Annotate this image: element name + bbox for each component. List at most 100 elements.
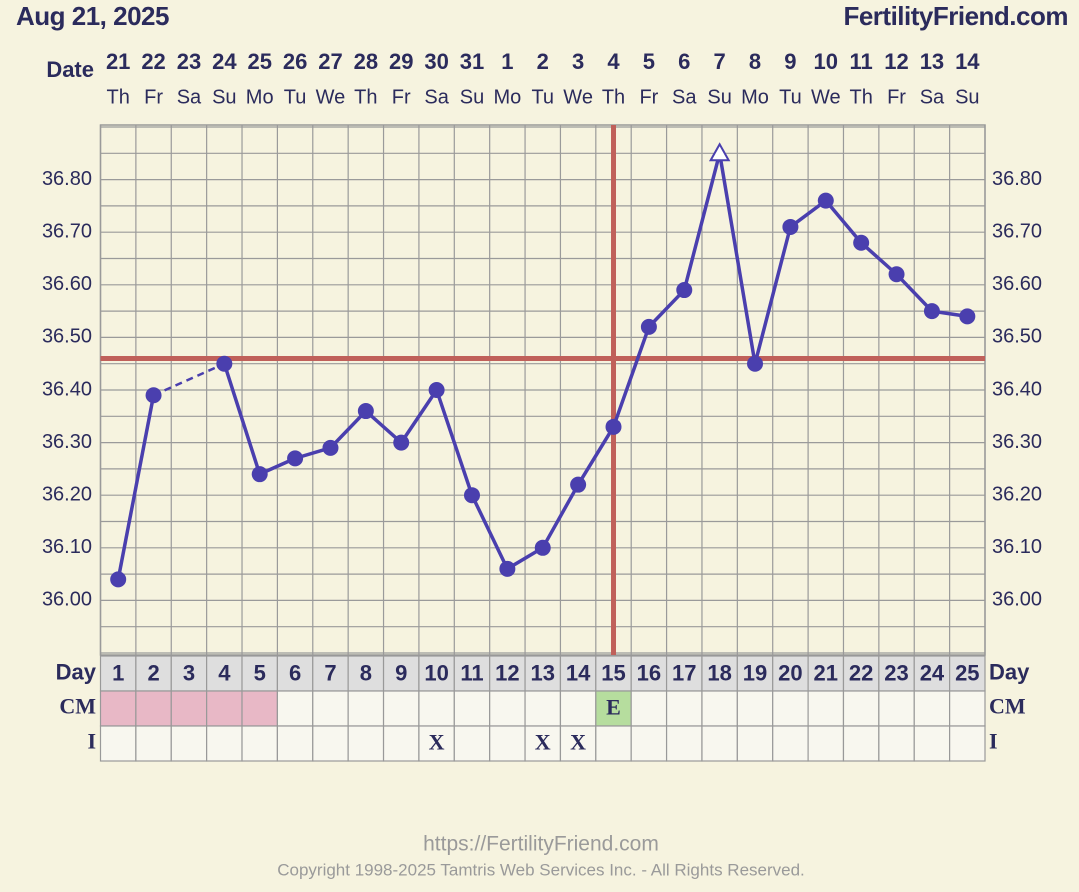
temperature-point (251, 466, 268, 483)
temperature-point (570, 476, 587, 493)
intercourse-entry: X (429, 730, 445, 755)
intercourse-cell (913, 725, 951, 762)
intercourse-cell (312, 725, 349, 762)
day-number: 14 (566, 660, 591, 685)
day-cell (418, 655, 455, 692)
day-number: 24 (920, 660, 945, 685)
day-number: 19 (743, 660, 767, 685)
date-label: 4 (607, 49, 620, 74)
date-label: 2 (537, 49, 549, 74)
date-label: 23 (177, 49, 201, 74)
weekday-label: Sa (920, 86, 945, 108)
day-number: 9 (395, 660, 407, 685)
intercourse-cell (347, 725, 385, 762)
temperature-point (747, 355, 764, 372)
intercourse-cell (206, 725, 243, 762)
intercourse-cell (418, 725, 455, 762)
y-tick-label-right: 36.70 (992, 220, 1042, 242)
cm-cell (842, 690, 880, 727)
intercourse-cell (665, 725, 703, 762)
temperature-point (923, 303, 940, 320)
temperature-point (499, 560, 516, 577)
intercourse-cell (630, 725, 668, 762)
weekday-label: Tu (531, 86, 554, 108)
cm-cell (135, 690, 172, 727)
intercourse-cell (949, 725, 986, 762)
row-label: Day (56, 659, 97, 684)
date-label: 28 (354, 49, 378, 74)
weekday-label: Mo (741, 86, 769, 108)
weekday-label: Su (460, 86, 484, 108)
cm-cell (736, 690, 774, 727)
y-tick-label-right: 36.60 (992, 273, 1042, 295)
cm-cell (701, 690, 738, 727)
cm-cell (559, 690, 597, 727)
temperature-point (393, 434, 410, 451)
intercourse-cell (524, 725, 562, 762)
weekday-label: Sa (672, 86, 697, 108)
date-label: 7 (714, 49, 726, 74)
cm-cell (807, 690, 845, 727)
intercourse-cell (276, 725, 314, 762)
cm-cell (170, 690, 208, 727)
date-label: Date (46, 57, 94, 82)
day-cell (878, 655, 915, 692)
date-label: 14 (955, 49, 980, 74)
temperature-point (110, 571, 127, 588)
day-number: 6 (289, 660, 301, 685)
row-label-right: CM (989, 694, 1026, 719)
y-tick-label: 36.40 (42, 378, 92, 400)
weekday-label: Sa (424, 86, 449, 108)
day-number: 22 (849, 660, 873, 685)
weekday-label: Tu (284, 86, 307, 108)
footer-copyright: Copyright 1998-2025 Tamtris Web Services… (277, 860, 805, 879)
intercourse-cell (842, 725, 880, 762)
temperature-point (959, 308, 976, 325)
y-tick-label: 36.30 (42, 431, 92, 453)
weekday-label: Fr (144, 86, 163, 108)
footer-url: https://FertilityFriend.com (423, 833, 659, 856)
date-label: 10 (814, 49, 838, 74)
row-label: CM (59, 694, 96, 719)
weekday-label: Th (849, 86, 872, 108)
date-label: 5 (643, 49, 655, 74)
cm-cell (241, 690, 279, 727)
intercourse-cell (736, 725, 774, 762)
cm-cell (524, 690, 562, 727)
intercourse-cell (772, 725, 809, 762)
day-cell (241, 655, 279, 692)
y-tick-label: 36.20 (42, 483, 92, 505)
temperature-line (116, 394, 156, 580)
weekday-label: Su (707, 86, 731, 108)
y-tick-label: 36.80 (42, 168, 92, 190)
weekday-label: Sa (177, 86, 202, 108)
day-number: 12 (495, 660, 519, 685)
temperature-point (640, 318, 657, 335)
date-label: 22 (141, 49, 165, 74)
day-cell (736, 655, 774, 692)
day-number: 25 (955, 660, 979, 685)
temperature-point (322, 439, 339, 456)
row-label: I (87, 729, 96, 754)
y-tick-label-right: 36.50 (992, 326, 1042, 348)
day-number: 11 (460, 660, 483, 685)
temperature-point (676, 282, 693, 299)
intercourse-cell (489, 725, 526, 762)
temperature-point (534, 539, 551, 556)
intercourse-cell (559, 725, 597, 762)
date-label: 1 (501, 49, 513, 74)
day-number: 1 (112, 660, 124, 685)
weekday-label: Su (955, 86, 979, 108)
temperature-point (605, 418, 622, 435)
temperature-point (145, 387, 162, 404)
day-number: 8 (360, 660, 372, 685)
cm-cell (312, 690, 349, 727)
day-cell (595, 655, 632, 692)
y-tick-label-right: 36.00 (992, 589, 1042, 611)
intercourse-cell (135, 725, 172, 762)
temperature-point (216, 355, 233, 372)
cm-cell (453, 690, 491, 727)
day-cell (347, 655, 385, 692)
y-tick-label: 36.50 (42, 326, 92, 348)
